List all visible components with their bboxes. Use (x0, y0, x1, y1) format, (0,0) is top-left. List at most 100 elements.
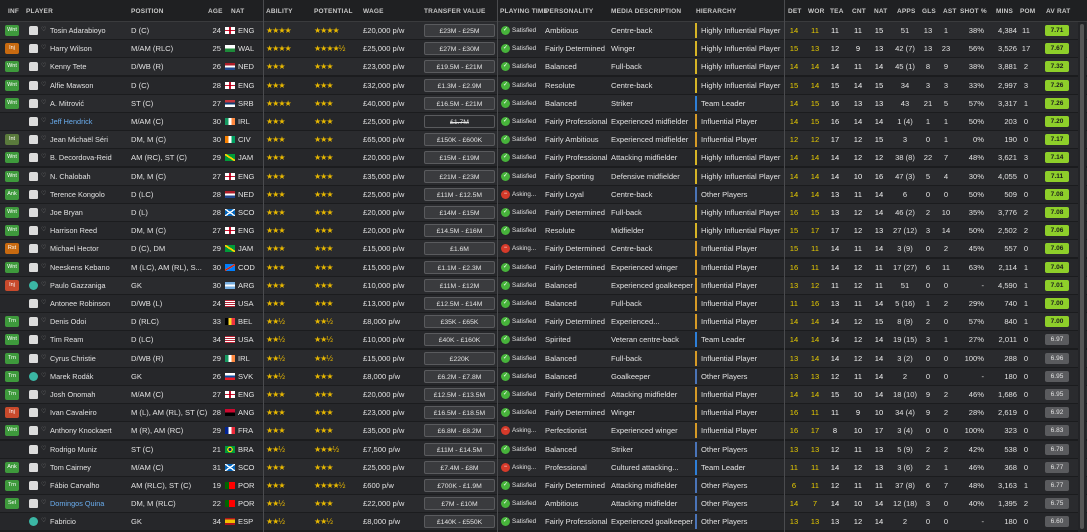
col-mins[interactable]: MINS (996, 8, 1014, 15)
nation-cell[interactable]: ARG (238, 280, 255, 290)
col-wor[interactable]: WOR (808, 8, 825, 15)
player-name-link[interactable]: Fabricio (50, 517, 76, 527)
heart-icon[interactable]: ♡ (41, 518, 47, 525)
player-name-link[interactable]: N. Chalobah (50, 171, 91, 181)
playing-time-status[interactable]: Satisfied (512, 172, 537, 180)
col-ast[interactable]: AST (943, 8, 957, 15)
player-name-link[interactable]: Marek Rodák (50, 371, 94, 381)
nation-cell[interactable]: IRL (238, 353, 250, 363)
info-badge[interactable]: Wnt (5, 425, 19, 437)
nation-cell[interactable]: FRA (238, 426, 254, 436)
player-name-link[interactable]: B. Decordova-Reid (50, 153, 112, 163)
info-badge[interactable]: Trn (5, 480, 19, 491)
transfer-value-button[interactable]: £6.2M - £7.8M (424, 369, 495, 383)
table-row[interactable]: Rst ♡ Michael Hector D (C), DM 29 JAM ★★★ ★★★ £1… (0, 240, 1087, 259)
playing-time-status[interactable]: Satisfied (512, 45, 537, 53)
player-name-link[interactable]: Anthony Knockaert (50, 426, 112, 436)
transfer-value-button[interactable]: £7M - £10M (424, 497, 495, 511)
table-row[interactable]: Trn ♡ Fábio Carvalho AM (RLC), ST (C) 19 POR ★… (0, 477, 1087, 495)
info-badge[interactable]: Wnt (5, 170, 19, 182)
playing-time-status[interactable]: Satisfied (512, 209, 537, 216)
playing-time-status[interactable]: Asking... (512, 190, 537, 198)
heart-icon[interactable]: ♡ (41, 281, 47, 288)
nation-cell[interactable]: ENG (238, 26, 255, 35)
nation-cell[interactable]: IRL (238, 117, 250, 126)
playing-time-status[interactable]: Satisfied (512, 372, 537, 380)
col-hierarchy[interactable]: HIERARCHY (696, 8, 737, 15)
info-badge[interactable]: Wnt (5, 79, 19, 91)
table-row[interactable]: Inj ♡ Paulo Gazzaniga GK 30 ARG ★★★ ★★★ £10,000 … (0, 276, 1087, 295)
heart-icon[interactable]: ♡ (41, 154, 47, 161)
table-row[interactable]: Trn ♡ Josh Onomah M/AM (C) 27 ENG ★★★ ★★★ £20,00… (0, 386, 1087, 404)
table-row[interactable]: Wnt ♡ N. Chalobah DM, M (C) 27 ENG ★★★ ★★★ £35,0… (0, 167, 1087, 186)
col-pom[interactable]: POM (1020, 8, 1036, 15)
table-row[interactable]: ♡ Jeff Hendrick M/AM (C) 30 IRL ★★★ ★★★ £25,000… (0, 113, 1087, 131)
playing-time-status[interactable]: Satisfied (512, 518, 537, 526)
transfer-value-button[interactable]: £16.5M - £18.5M (424, 406, 495, 420)
nation-cell[interactable]: NED (238, 189, 255, 199)
heart-icon[interactable]: ♡ (41, 500, 47, 507)
player-name-link[interactable]: Domingos Quina (50, 499, 105, 509)
info-badge[interactable]: Wnt (5, 61, 19, 73)
heart-icon[interactable]: ♡ (41, 354, 47, 361)
info-badge[interactable]: Wnt (5, 25, 19, 36)
transfer-value-button[interactable]: £140K - £550K (424, 515, 495, 529)
table-row[interactable]: Inj ♡ Harry Wilson M/AM (RLC) 25 WAL ★★★★ ★★★★½… (0, 40, 1087, 59)
playing-time-status[interactable]: Asking... (512, 463, 537, 471)
table-row[interactable]: Wnt ♡ Alfie Mawson D (C) 28 ENG ★★★ ★★★ £32,000 … (0, 76, 1087, 95)
heart-icon[interactable]: ♡ (41, 227, 47, 234)
table-row[interactable]: Wnt ♡ Kenny Tete D/WB (R) 26 NED ★★★ ★★★ £23,000… (0, 58, 1087, 77)
transfer-value-button[interactable]: £40K - £160K (424, 333, 495, 347)
heart-icon[interactable]: ♡ (41, 45, 47, 52)
nation-cell[interactable]: BRA (238, 444, 254, 454)
info-badge[interactable]: Trn (5, 389, 19, 400)
heart-icon[interactable]: ♡ (41, 99, 47, 106)
info-badge[interactable]: Sel (5, 498, 19, 510)
nation-cell[interactable]: JAM (238, 153, 254, 163)
transfer-value-button[interactable]: £35K - £65K (424, 315, 495, 329)
player-name-link[interactable]: Alfie Mawson (50, 80, 94, 90)
col-transfer-value[interactable]: TRANSFER VALUE (424, 8, 486, 15)
table-row[interactable]: Trn ♡ Cyrus Christie D/WB (R) 29 IRL ★★½ ★★½ £15… (0, 349, 1087, 368)
nation-cell[interactable]: NED (238, 62, 255, 72)
playing-time-status[interactable]: Satisfied (512, 300, 537, 307)
nation-cell[interactable]: POR (238, 499, 255, 509)
col-position[interactable]: POSITION (131, 8, 164, 15)
info-badge[interactable]: Trn (5, 316, 19, 328)
playing-time-status[interactable]: Satisfied (512, 318, 537, 326)
table-row[interactable]: Ank ♡ Tom Cairney M/AM (C) 31 SCO ★★★ ★★★ £25,00… (0, 458, 1087, 477)
heart-icon[interactable]: ♡ (41, 136, 47, 143)
playing-time-status[interactable]: Satisfied (512, 281, 537, 289)
info-badge[interactable]: Trn (5, 370, 19, 382)
heart-icon[interactable]: ♡ (41, 172, 47, 179)
nation-cell[interactable]: USA (238, 299, 254, 308)
heart-icon[interactable]: ♡ (41, 336, 47, 343)
transfer-value-button[interactable]: £15M - £19M (424, 151, 495, 165)
info-badge[interactable]: Ank (5, 188, 19, 200)
player-name-link[interactable]: Antonee Robinson (50, 299, 111, 308)
info-badge[interactable]: Wnt (5, 225, 19, 237)
nation-cell[interactable]: COD (238, 262, 255, 272)
playing-time-status[interactable]: Satisfied (512, 227, 537, 235)
playing-time-status[interactable]: Satisfied (512, 482, 537, 489)
info-badge[interactable]: Wnt (5, 207, 19, 218)
player-name-link[interactable]: Harry Wilson (50, 44, 92, 54)
info-badge[interactable] (5, 516, 19, 527)
transfer-value-button[interactable]: £11M - £12M (424, 278, 495, 292)
heart-icon[interactable]: ♡ (41, 391, 47, 397)
col-cnt[interactable]: CNT (852, 8, 866, 15)
table-row[interactable]: ♡ Antonee Robinson D/WB (L) 24 USA ★★★ ★★★ £13,… (0, 295, 1087, 313)
player-name-link[interactable]: Jeff Hendrick (50, 117, 93, 126)
table-row[interactable]: Trn ♡ Marek Rodák GK 26 SVK ★★½ ★★★ £8,000 p/w £6… (0, 367, 1087, 386)
col-wage[interactable]: WAGE (363, 8, 384, 15)
transfer-value-button[interactable]: £1.1M - £2.3M (424, 260, 495, 274)
col-media[interactable]: MEDIA DESCRIPTION (611, 8, 682, 15)
heart-icon[interactable]: ♡ (41, 27, 47, 33)
playing-time-status[interactable]: Satisfied (512, 354, 537, 362)
col-player[interactable]: PLAYER (26, 8, 53, 15)
info-badge[interactable]: Rst (5, 243, 19, 255)
info-badge[interactable]: Wnt (5, 97, 19, 109)
player-name-link[interactable]: Terence Kongolo (50, 189, 105, 199)
nation-cell[interactable]: USA (238, 335, 254, 345)
playing-time-status[interactable]: Satisfied (512, 136, 537, 144)
